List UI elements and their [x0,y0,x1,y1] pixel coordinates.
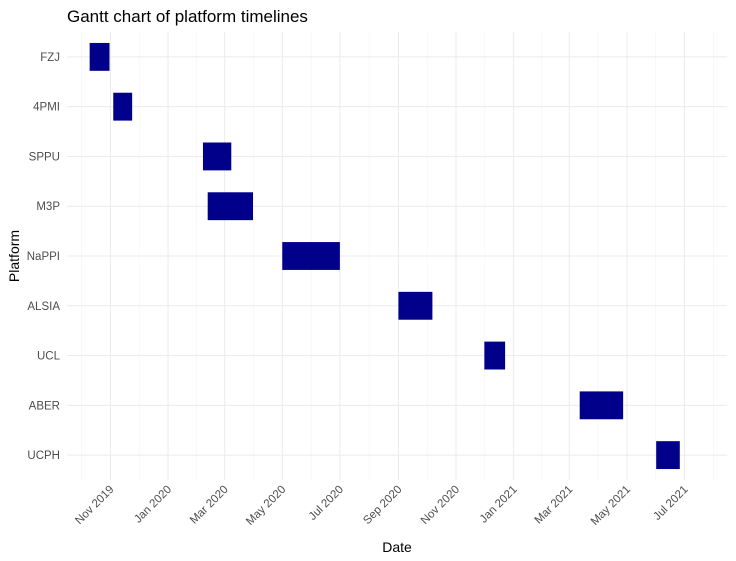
grid [67,32,727,480]
bar-4pmi [113,92,133,121]
bar-fzj [89,42,110,71]
bar-m3p [207,192,254,221]
x-tick-label: Jan 2021 [478,484,520,526]
bar-aber [579,391,624,420]
y-tick-label: 4PMI [33,102,60,114]
y-tick-labels: FZJ 4PMI SPPU M3P NaPPI ALSIA UCL ABER UCPH [27,52,61,462]
chart-title: Gantt chart of platform timelines [67,7,308,26]
x-tick-label: May 2021 [589,484,633,528]
bar-alsia [398,291,433,320]
y-axis-title: Platform [6,230,22,282]
x-tick-label: Jan 2020 [132,484,174,526]
y-tick-label: UCL [37,351,61,363]
x-tick-label: Nov 2019 [73,484,116,527]
x-tick-label: May 2020 [244,484,288,528]
bar-sppu [202,142,232,171]
x-tick-label: Sep 2020 [361,484,404,527]
y-tick-label: UCPH [27,450,60,462]
y-tick-label: SPPU [29,151,60,163]
x-tick-label: Mar 2020 [188,484,231,527]
y-tick-label: ALSIA [27,301,60,313]
y-tick-label: FZJ [40,52,60,64]
bar-ucph [656,441,680,470]
x-tick-label: Jul 2021 [651,484,690,523]
y-tick-label: ABER [29,400,60,412]
x-axis-title: Date [382,539,412,555]
x-tick-labels: Nov 2019 Jan 2020 Mar 2020 May 2020 Jul 2020… [73,484,690,528]
bar-ucl [484,341,506,370]
y-tick-label: NaPPI [27,251,60,263]
bar-nappi [282,242,340,270]
x-tick-label: Mar 2021 [533,484,576,527]
bars [89,42,680,470]
y-tick-label: M3P [36,201,60,213]
x-tick-label: Nov 2020 [419,484,462,527]
x-tick-label: Jul 2020 [307,484,346,523]
